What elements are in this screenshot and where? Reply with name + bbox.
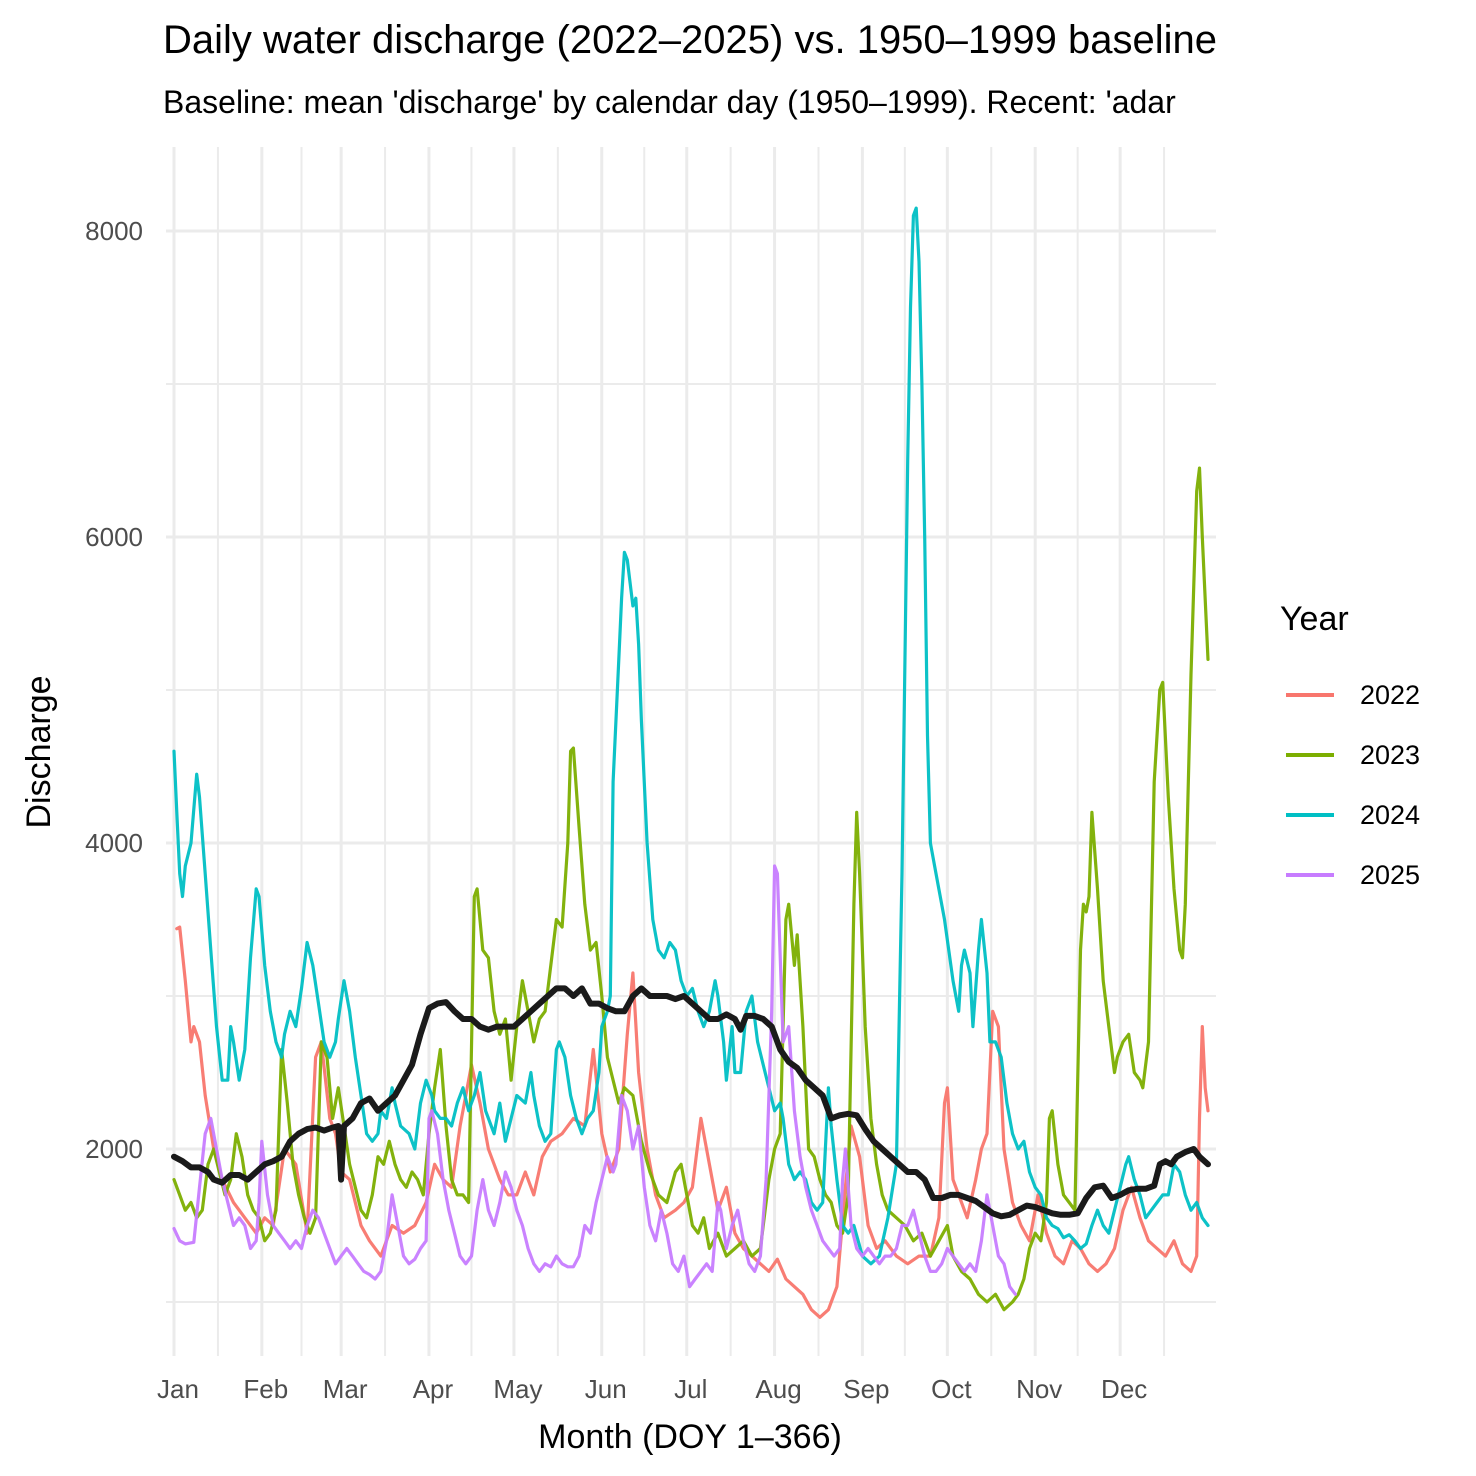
series-line-baseline-1950-1999: [171, 985, 1211, 1220]
legend-label: 2024: [1360, 799, 1421, 830]
chart-title: Daily water discharge (2022–2025) vs. 19…: [163, 18, 1218, 62]
x-tick-label: Oct: [931, 1374, 972, 1404]
x-tick-label: Feb: [243, 1374, 288, 1404]
x-tick-label: Jan: [157, 1374, 199, 1404]
x-tick-label: Apr: [413, 1374, 454, 1404]
legend-title: Year: [1280, 600, 1349, 638]
y-tick-label: 4000: [85, 828, 143, 858]
legend-swatch: [1286, 753, 1334, 757]
x-tick-label: Mar: [323, 1374, 368, 1404]
series-line-2023: [172, 466, 1210, 1312]
series-line-2024: [172, 206, 1210, 1266]
chart-subtitle: Baseline: mean 'discharge' by calendar d…: [163, 84, 1176, 120]
x-tick-label: Sep: [843, 1374, 889, 1404]
y-axis-ticks: 2000 4000 6000 8000: [85, 216, 143, 1164]
y-tick-label: 8000: [85, 216, 143, 246]
legend-item-2022: 2022: [1280, 665, 1420, 725]
x-axis-ticks: Jan Feb Mar Apr May Jun Jul Aug Sep Oct Nov Dec: [157, 1374, 1147, 1404]
x-tick-label: Jul: [674, 1374, 707, 1404]
legend-swatch: [1286, 693, 1334, 697]
legend-item-2025: 2025: [1280, 845, 1420, 905]
legend-item-2024: 2024: [1280, 785, 1420, 845]
y-axis-title: Discharge: [20, 675, 58, 828]
y-tick-label: 6000: [85, 522, 143, 552]
x-tick-label: Jun: [585, 1374, 627, 1404]
legend-swatch: [1286, 873, 1334, 877]
legend-item-2023: 2023: [1280, 725, 1420, 785]
legend: Year 2022 2023 2024 2025: [1280, 600, 1420, 905]
y-tick-label: 2000: [85, 1134, 143, 1164]
legend-swatch: [1286, 813, 1334, 817]
x-tick-label: Aug: [755, 1374, 801, 1404]
legend-label: 2022: [1360, 679, 1421, 710]
legend-label: 2025: [1360, 859, 1421, 890]
x-axis-title: Month (DOY 1–366): [538, 1418, 842, 1456]
x-tick-label: Dec: [1101, 1374, 1147, 1404]
x-tick-label: Nov: [1016, 1374, 1062, 1404]
series-group: [171, 206, 1211, 1319]
x-tick-label: May: [493, 1374, 542, 1404]
series-line-2025: [172, 864, 1017, 1296]
legend-label: 2023: [1360, 739, 1421, 770]
